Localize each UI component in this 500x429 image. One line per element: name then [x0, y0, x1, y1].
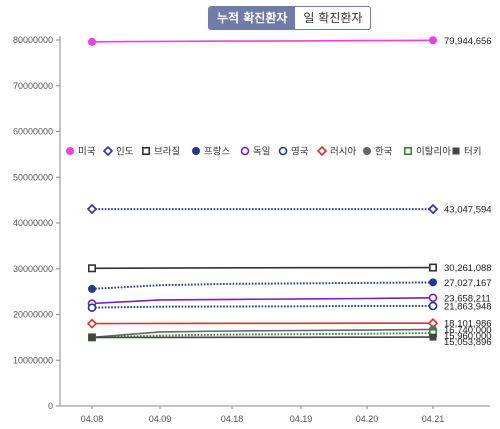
tab-daily-cases[interactable]: 일 확진환자 — [295, 7, 371, 29]
y-tick-label: 40000000 — [13, 218, 53, 228]
series-line — [91, 328, 434, 339]
y-tick-label: 20000000 — [13, 310, 53, 320]
series-end-labels: 79,944,656 43,047,594 30,261,088 27,027,167… — [444, 36, 492, 348]
legend-label: 브라질 — [154, 146, 180, 158]
legend-marker — [142, 147, 151, 156]
data-label: 18,101,986 — [444, 319, 492, 330]
legend-label: 러시아 — [330, 147, 356, 158]
x-tick-label: 04.09 — [149, 414, 172, 424]
legend-marker — [66, 147, 74, 155]
series-line — [91, 305, 433, 309]
data-point — [429, 333, 437, 341]
y-tick-label: 60000000 — [13, 127, 53, 137]
data-point — [429, 278, 437, 287]
y-tick-label: 30000000 — [13, 264, 53, 274]
legend-label: 이탈리아 — [416, 146, 451, 158]
data-point — [427, 203, 439, 215]
data-label: 15,960,000 — [444, 331, 492, 342]
x-tick-label: 04.18 — [221, 414, 244, 424]
legend-label: 미국 — [78, 147, 96, 158]
view-toggle: 누적 확진환자 일 확진환자 — [208, 6, 372, 30]
data-point — [88, 333, 96, 341]
y-tick-label: 80000000 — [13, 35, 53, 45]
legend-item: 독일 — [240, 146, 270, 158]
legend-item: 브라질 — [142, 146, 180, 158]
data-point — [87, 303, 97, 312]
legend-label: 터키 — [464, 147, 481, 158]
data-point — [428, 263, 437, 272]
data-label: 79,944,656 — [444, 36, 492, 47]
data-label: 27,027,167 — [444, 278, 492, 289]
legend-marker — [452, 147, 460, 155]
legend-item: 프랑스 — [192, 146, 230, 158]
series-line — [91, 297, 434, 305]
legend-marker — [363, 147, 371, 155]
data-point — [88, 284, 96, 293]
legend-marker — [278, 146, 288, 156]
y-tick-label: 70000000 — [13, 81, 53, 91]
data-point — [86, 203, 98, 215]
legend-item: 인도 — [102, 145, 134, 158]
tab-cumulative-cases[interactable]: 누적 확진환자 — [209, 7, 296, 29]
legend-label: 독일 — [253, 147, 270, 158]
y-tick-label: 10000000 — [13, 355, 53, 365]
y-tick-label: 0 — [48, 401, 53, 411]
series-lines — [91, 39, 434, 339]
legend-label: 프랑스 — [204, 146, 230, 158]
chart-series: 79,944,656 43,047,594 30,261,088 27,027,167… — [86, 36, 492, 348]
legend-label: 한국 — [375, 147, 393, 158]
legend-marker — [192, 147, 200, 155]
legend-label: 영국 — [291, 147, 309, 158]
legend-item: 러시아 — [316, 145, 356, 158]
data-point — [88, 37, 96, 46]
legend-marker — [403, 147, 412, 156]
data-label: 43,047,594 — [444, 205, 492, 216]
data-point — [428, 293, 438, 303]
data-label: 30,261,088 — [444, 263, 492, 274]
data-label: 21,863,948 — [444, 302, 492, 313]
series-line — [91, 332, 434, 339]
legend-item: 한국 — [363, 147, 393, 158]
data-point — [86, 318, 98, 329]
legend-marker — [102, 145, 114, 157]
legend-label: 인도 — [116, 147, 134, 158]
series-line — [91, 266, 434, 270]
data-point — [429, 36, 437, 45]
series-markers — [86, 36, 439, 342]
legend-item: 미국 — [66, 147, 96, 158]
legend-marker — [316, 145, 328, 157]
x-tick-label: 04.21 — [422, 414, 445, 424]
legend-item: 터키 — [452, 147, 481, 158]
data-label: 23,658,211 — [444, 293, 491, 304]
data-point — [428, 301, 438, 311]
legend-item: 이탈리아 — [403, 146, 451, 158]
chart-legend: 미국 인도 브라질 프랑스 독일 영국 러시아 한국 이탈리아 터키 — [66, 146, 481, 158]
chart-axes: 0 10000000 20000000 30000000 40000000 5000000… — [13, 35, 490, 424]
x-tick-label: 04.20 — [356, 414, 379, 424]
legend-marker — [240, 146, 250, 156]
data-label: 15,053,896 — [444, 337, 492, 348]
legend-item: 영국 — [278, 146, 309, 158]
x-tick-label: 04.19 — [290, 414, 313, 424]
series-line — [91, 281, 434, 290]
data-label: 16,740,000 — [444, 325, 492, 336]
series-line — [91, 39, 434, 43]
data-point — [88, 264, 97, 273]
x-tick-label: 04.08 — [81, 414, 104, 424]
y-tick-label: 50000000 — [13, 172, 53, 182]
